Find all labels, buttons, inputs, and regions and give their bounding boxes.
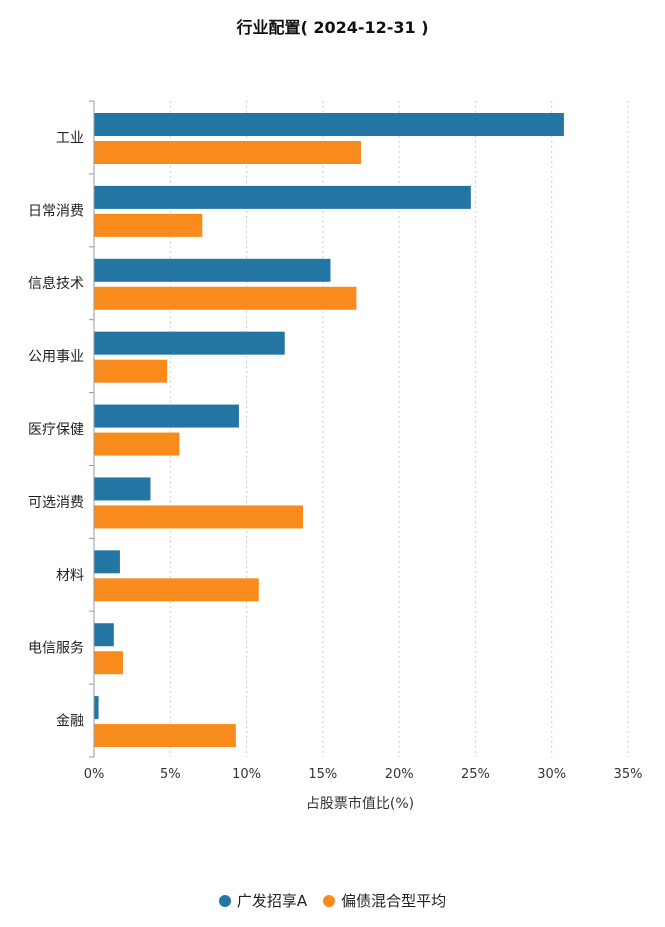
legend: 广发招享A 偏债混合型平均: [0, 890, 665, 911]
chart-title: 行业配置( 2024-12-31 ): [236, 18, 429, 37]
x-axis-title: 占股票市值比(%): [306, 795, 414, 812]
grid-lines: [169, 101, 629, 757]
legend-marker-series-1: [218, 894, 231, 907]
bar-series2-6: [94, 505, 304, 529]
bar-series2-5: [94, 432, 180, 456]
bar-series1-4: [94, 331, 285, 355]
x-tick-label-7: 35%: [614, 767, 643, 782]
bar-series2-4: [94, 359, 168, 383]
bar-series1-1: [94, 113, 564, 136]
category-label-9: 金融: [56, 714, 84, 730]
bar-series1-2: [94, 185, 471, 209]
bar-series2-2: [94, 213, 203, 237]
category-label-8: 电信服务: [28, 641, 84, 657]
category-label-1: 工业: [56, 130, 84, 146]
bar-series1-6: [94, 477, 151, 501]
x-tick-label-0: 0%: [84, 767, 105, 782]
bars: [94, 113, 564, 748]
x-tick-label-1: 5%: [160, 767, 181, 782]
x-tick-label-6: 30%: [537, 767, 566, 782]
bar-series1-9: [94, 696, 99, 720]
bar-series1-3: [94, 258, 331, 282]
category-label-2: 日常消费: [28, 203, 84, 219]
bar-series2-7: [94, 578, 259, 602]
axes: 0% 5% 10% 15% 20% 25% 30% 35% 工业日常消费信息技术公用事业医疗保健…: [28, 100, 643, 782]
legend-item-series-2[interactable]: 偏债混合型平均: [323, 890, 446, 911]
bar-series2-3: [94, 286, 357, 310]
category-label-5: 医疗保健: [28, 422, 84, 438]
bar-series1-5: [94, 404, 239, 428]
x-tick-label-2: 10%: [232, 767, 261, 782]
legend-label-series-2: 偏债混合型平均: [341, 892, 447, 910]
legend-label-series-1: 广发招享A: [236, 892, 308, 910]
category-label-4: 公用事业: [28, 349, 84, 365]
bar-series2-9: [94, 724, 236, 748]
legend-marker-series-2: [323, 894, 336, 907]
bar-series1-7: [94, 550, 120, 574]
bar-series2-1: [94, 141, 361, 164]
x-tick-label-5: 25%: [461, 767, 490, 782]
x-tick-label-4: 20%: [385, 767, 414, 782]
legend-item-series-1[interactable]: 广发招享A: [218, 890, 308, 911]
bar-series2-8: [94, 651, 123, 675]
category-label-3: 信息技术: [28, 275, 84, 292]
category-label-7: 材料: [56, 568, 84, 584]
category-label-6: 可选消费: [28, 495, 84, 511]
x-tick-label-3: 15%: [308, 767, 337, 782]
bar-series1-8: [94, 623, 114, 647]
